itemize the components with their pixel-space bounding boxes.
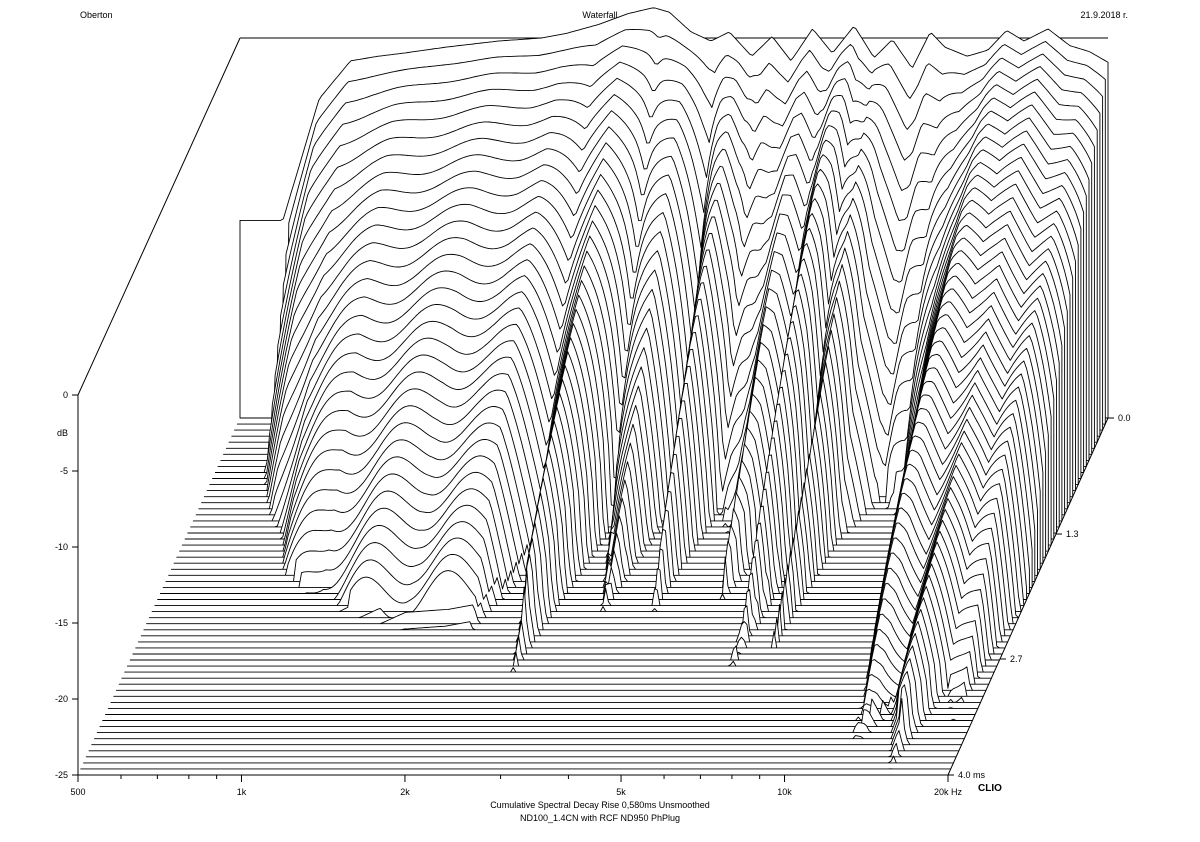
waterfall-slice [113, 597, 984, 697]
waterfall-slice [107, 620, 979, 709]
waterfall-slice [91, 697, 963, 746]
footer-settings-line: Cumulative Spectral Decay Rise 0,580ms U… [490, 800, 710, 810]
frame-left-diagonal [77, 37, 241, 396]
waterfall-slices [77, 7, 1109, 776]
y-tick-label: -20 [55, 694, 68, 704]
y-axis-label: dB [57, 428, 68, 438]
y-tick-label: -5 [60, 466, 68, 476]
waterfall-slice [88, 730, 960, 752]
z-tick-label: 4.0 ms [958, 770, 986, 780]
x-tick-label: 10k [777, 787, 792, 797]
waterfall-slice [83, 755, 954, 764]
waterfall-slice [105, 633, 976, 715]
chart-axes: 500 1k 2k 5k 10k 20k Hz 0 -5 -10 -15 -20 -25 dB 0.0 1.… [55, 390, 1131, 797]
waterfall-slice [102, 645, 973, 721]
x-tick-label: 1k [237, 787, 247, 797]
waterfall-slice [85, 742, 957, 758]
x-tick-label: 2k [400, 787, 410, 797]
clio-brand-label: CLIO [978, 783, 1002, 794]
header-date: 21.9.2018 r. [1080, 10, 1128, 20]
waterfall-slice [110, 609, 981, 703]
waterfall-slice [115, 585, 987, 691]
z-tick-label: 0.0 [1118, 413, 1131, 423]
z-tick-label: 2.7 [1010, 654, 1023, 664]
z-tick-label: 1.3 [1066, 529, 1079, 539]
footer-device-line: ND100_1.4CN with RCF ND950 PhPlug [519, 813, 681, 823]
y-tick-label: -15 [55, 618, 68, 628]
y-tick-label: -10 [55, 542, 68, 552]
header-left-label: Oberton [80, 10, 113, 20]
waterfall-slice [96, 671, 968, 734]
waterfall-slice [99, 658, 971, 728]
y-tick-label: 0 [63, 390, 68, 400]
x-tick-label: 5k [616, 787, 626, 797]
chart-title: Waterfall [582, 10, 618, 20]
waterfall-slice [94, 684, 965, 740]
y-tick-label: -25 [55, 770, 68, 780]
x-tick-label: 500 [70, 787, 85, 797]
x-tick-label: 20k Hz [934, 787, 963, 797]
